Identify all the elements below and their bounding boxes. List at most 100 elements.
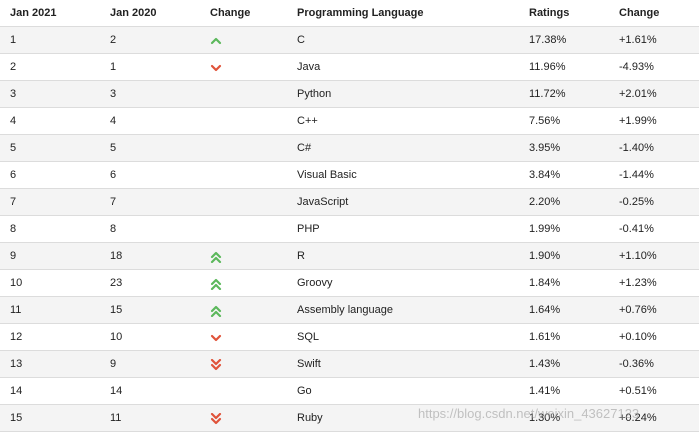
language: Groovy bbox=[297, 277, 333, 289]
change-down-icon bbox=[210, 334, 222, 342]
header-cell: Change bbox=[210, 7, 251, 19]
language: PHP bbox=[297, 223, 320, 235]
language: Java bbox=[297, 61, 321, 73]
rank-2020: 5 bbox=[110, 142, 117, 154]
rating: 11.72% bbox=[529, 88, 566, 100]
rating-change: +0.51% bbox=[619, 385, 657, 397]
watermark: https://blog.csdn.net/weixin_43627123 bbox=[418, 406, 640, 421]
table-row: 3 3 Python 11.72% +2.01% bbox=[0, 81, 699, 108]
change-double-up-icon bbox=[210, 278, 222, 290]
rank-2020: 4 bbox=[110, 115, 117, 127]
rank-2021: 11 bbox=[10, 304, 22, 316]
language: Visual Basic bbox=[297, 169, 357, 181]
rank-2021: 9 bbox=[10, 250, 17, 262]
rating: 17.38% bbox=[529, 34, 567, 46]
rating: 7.56% bbox=[529, 115, 561, 127]
change-double-down-icon bbox=[210, 413, 222, 425]
rating-change: -4.93% bbox=[619, 61, 654, 73]
table-row: 6 6 Visual Basic 3.84% -1.44% bbox=[0, 162, 699, 189]
table-row: 11 15 Assembly language 1.64% +0.76% bbox=[0, 297, 699, 324]
change-double-down-icon bbox=[210, 359, 222, 371]
change-down-icon bbox=[210, 64, 222, 72]
change-double-up-icon bbox=[210, 251, 222, 263]
rank-2020: 11 bbox=[110, 412, 122, 424]
language: C++ bbox=[297, 115, 318, 127]
language: Swift bbox=[297, 358, 321, 370]
language: SQL bbox=[297, 331, 320, 343]
rating: 1.90% bbox=[529, 250, 561, 262]
table-row: 10 23 Groovy 1.84% +1.23% bbox=[0, 270, 699, 297]
language: Assembly language bbox=[297, 304, 394, 316]
rating: 1.43% bbox=[529, 358, 561, 370]
table-row: 15 11 Ruby 1.30% +0.24% bbox=[0, 405, 699, 432]
rank-2020: 15 bbox=[110, 304, 123, 316]
rating-change: +0.10% bbox=[619, 331, 657, 343]
rating: 1.84% bbox=[529, 277, 561, 289]
language: C bbox=[297, 34, 305, 46]
rating-change: -1.44% bbox=[619, 169, 654, 181]
rating: 1.99% bbox=[529, 223, 561, 235]
rating-change: +1.99% bbox=[619, 115, 657, 127]
language: Python bbox=[297, 88, 332, 100]
rank-2020: 23 bbox=[110, 277, 123, 289]
rating: 1.61% bbox=[529, 331, 561, 343]
language: Go bbox=[297, 385, 312, 397]
rank-2020: 6 bbox=[110, 169, 117, 181]
rank-2020: 10 bbox=[110, 331, 123, 343]
rank-2021: 15 bbox=[10, 412, 23, 424]
table-row: 5 5 C# 3.95% -1.40% bbox=[0, 135, 699, 162]
language: C# bbox=[297, 142, 312, 154]
header-cell: Ratings bbox=[529, 7, 570, 19]
rating: 1.64% bbox=[529, 304, 561, 316]
rating-change: +1.10% bbox=[619, 250, 657, 262]
table-row: 13 9 Swift 1.43% -0.36% bbox=[0, 351, 699, 378]
rank-2021: 14 bbox=[10, 385, 23, 397]
rank-2021: 3 bbox=[10, 88, 17, 100]
rank-2020: 8 bbox=[110, 223, 117, 235]
rating: 11.96% bbox=[529, 61, 566, 73]
rank-2020: 1 bbox=[110, 61, 117, 73]
language: Ruby bbox=[297, 412, 323, 424]
table-row: 4 4 C++ 7.56% +1.99% bbox=[0, 108, 699, 135]
rank-2021: 2 bbox=[10, 61, 17, 73]
rating: 2.20% bbox=[529, 196, 561, 208]
rank-2021: 12 bbox=[10, 331, 23, 343]
header-cell: Jan 2020 bbox=[110, 7, 157, 19]
rank-2020: 18 bbox=[110, 250, 123, 262]
rating: 1.30% bbox=[529, 412, 561, 424]
rating: 1.41% bbox=[529, 385, 561, 397]
rating-change: +1.61% bbox=[619, 34, 657, 46]
header-cell: Change bbox=[619, 7, 660, 19]
rank-2021: 10 bbox=[10, 277, 23, 289]
rank-2021: 1 bbox=[10, 34, 17, 46]
rating-change: +2.01% bbox=[619, 88, 657, 100]
rank-2020: 14 bbox=[110, 385, 123, 397]
rating-change: -0.36% bbox=[619, 358, 654, 370]
rank-2020: 9 bbox=[110, 358, 117, 370]
table-row: 7 7 JavaScript 2.20% -0.25% bbox=[0, 189, 699, 216]
change-up-icon bbox=[210, 37, 222, 45]
header-row: Jan 2021 Jan 2020 Change Programming Langua… bbox=[0, 0, 699, 27]
rating-change: +1.23% bbox=[619, 277, 657, 289]
rank-2020: 3 bbox=[110, 88, 117, 100]
table-row: 12 10 SQL 1.61% +0.10% bbox=[0, 324, 699, 351]
table-row: 9 18 R 1.90% +1.10% bbox=[0, 243, 699, 270]
rating-change: -0.25% bbox=[619, 196, 654, 208]
table-row: 1 2 C 17.38% +1.61% bbox=[0, 27, 699, 54]
rating: 3.95% bbox=[529, 142, 561, 154]
table-row: 2 1 Java 11.96% -4.93% bbox=[0, 54, 699, 81]
rank-2021: 13 bbox=[10, 358, 23, 370]
header-cell: Jan 2021 bbox=[10, 7, 57, 19]
rating: 3.84% bbox=[529, 169, 561, 181]
change-double-up-icon bbox=[210, 305, 222, 317]
header-cell: Programming Language bbox=[297, 7, 424, 19]
rank-2021: 4 bbox=[10, 115, 17, 127]
rank-2020: 7 bbox=[110, 196, 117, 208]
rank-2020: 2 bbox=[110, 34, 117, 46]
rating-change: -0.41% bbox=[619, 223, 654, 235]
language: JavaScript bbox=[297, 196, 349, 208]
table-row: 14 14 Go 1.41% +0.51% bbox=[0, 378, 699, 405]
rank-2021: 7 bbox=[10, 196, 17, 208]
rating-change: -1.40% bbox=[619, 142, 654, 154]
